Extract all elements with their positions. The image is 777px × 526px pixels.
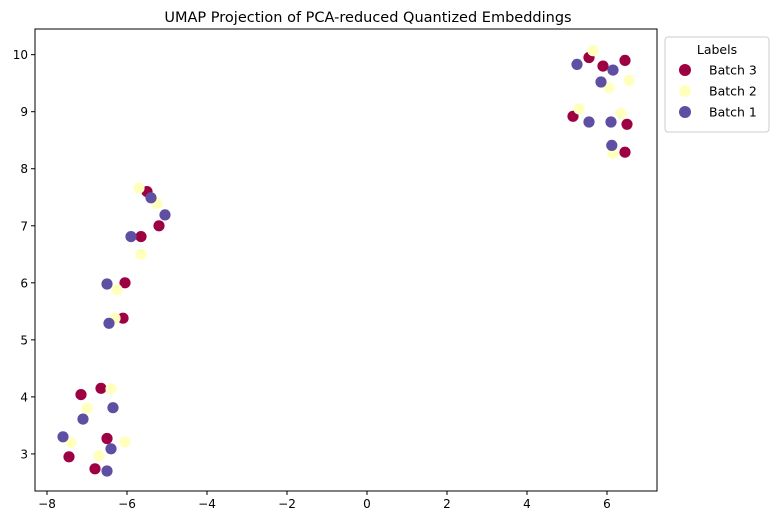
x-axis: −8 −6 −4 −2 0 2 4 6 xyxy=(38,491,611,511)
x-tick-label: −8 xyxy=(38,497,56,511)
y-tick-label: 6 xyxy=(20,276,28,290)
point-batch-1-12 xyxy=(107,402,119,414)
point-batch-3-2 xyxy=(597,60,609,72)
x-tick-label: 2 xyxy=(443,497,451,511)
point-batch-3-5 xyxy=(619,146,631,158)
point-batch-2-4 xyxy=(615,107,627,119)
point-batch-1-6 xyxy=(145,192,157,204)
point-batch-2-6 xyxy=(133,182,145,194)
point-batch-3-8 xyxy=(153,220,165,232)
legend-box xyxy=(664,36,770,133)
x-tick-label: 4 xyxy=(523,497,531,511)
y-tick-label: 4 xyxy=(20,390,28,404)
legend-label-batch-2: Batch 2 xyxy=(709,84,757,99)
point-batch-2-3 xyxy=(573,103,585,115)
points-layer xyxy=(57,45,635,477)
y-tick-label: 10 xyxy=(13,48,28,62)
y-axis: 3 4 5 6 7 8 9 10 xyxy=(13,48,35,461)
point-batch-1-13 xyxy=(57,431,69,443)
y-tick-label: 8 xyxy=(20,162,28,176)
x-tick-label: 0 xyxy=(363,497,371,511)
point-batch-3-4 xyxy=(621,118,633,130)
point-batch-1-3 xyxy=(583,116,595,128)
y-tick-label: 3 xyxy=(20,447,28,461)
point-batch-3-15 xyxy=(89,463,101,475)
point-batch-2-14 xyxy=(65,436,77,449)
chart-title: UMAP Projection of PCA-reduced Quantized… xyxy=(164,10,571,26)
point-batch-1-15 xyxy=(101,465,113,477)
point-batch-1-10 xyxy=(103,317,115,329)
point-batch-1-11 xyxy=(77,413,89,425)
point-batch-2-2 xyxy=(603,82,615,94)
point-batch-1-14 xyxy=(105,443,117,455)
point-batch-2-1 xyxy=(623,74,635,86)
point-batch-3-7 xyxy=(135,231,147,243)
point-batch-3-13 xyxy=(101,432,113,445)
x-tick-label: −4 xyxy=(198,497,216,511)
legend-marker-batch-1 xyxy=(679,106,691,118)
legend-items: Batch 3 Batch 2 Batch 1 xyxy=(679,63,757,120)
point-batch-1-0 xyxy=(571,58,583,70)
point-batch-1-1 xyxy=(607,64,619,76)
legend-marker-batch-3 xyxy=(679,64,691,76)
point-batch-1-2 xyxy=(595,76,607,88)
legend-title: Labels xyxy=(697,42,737,57)
x-tick-label: −6 xyxy=(118,497,136,511)
legend: Labels Batch 3 Batch 2 Batch 1 xyxy=(664,36,770,133)
legend-marker-batch-2 xyxy=(679,85,691,97)
point-batch-2-13 xyxy=(119,436,131,448)
y-tick-label: 9 xyxy=(20,105,28,119)
point-batch-1-4 xyxy=(605,116,617,128)
legend-label-batch-3: Batch 3 xyxy=(709,63,757,78)
x-tick-label: 6 xyxy=(603,497,611,511)
point-batch-1-7 xyxy=(159,209,171,221)
point-batch-3-10 xyxy=(117,312,129,324)
point-batch-2-0 xyxy=(587,45,599,57)
point-batch-1-8 xyxy=(125,231,137,243)
point-batch-2-9 xyxy=(111,284,123,296)
plot-frame xyxy=(34,28,658,492)
point-batch-2-11 xyxy=(105,383,117,395)
point-batch-2-15 xyxy=(93,450,105,462)
x-tick-label: −2 xyxy=(278,497,296,511)
point-batch-3-1 xyxy=(619,54,631,66)
point-batch-1-9 xyxy=(101,278,113,290)
point-batch-2-12 xyxy=(81,402,93,414)
y-tick-label: 7 xyxy=(20,219,28,233)
point-batch-3-9 xyxy=(119,277,131,289)
point-batch-3-12 xyxy=(95,382,107,394)
point-batch-2-8 xyxy=(135,248,147,260)
point-batch-3-3 xyxy=(567,110,579,122)
point-batch-3-14 xyxy=(63,451,75,463)
legend-label-batch-1: Batch 1 xyxy=(709,105,757,120)
y-tick-label: 5 xyxy=(20,333,28,347)
point-batch-3-11 xyxy=(75,389,87,401)
point-batch-1-5 xyxy=(606,139,618,151)
